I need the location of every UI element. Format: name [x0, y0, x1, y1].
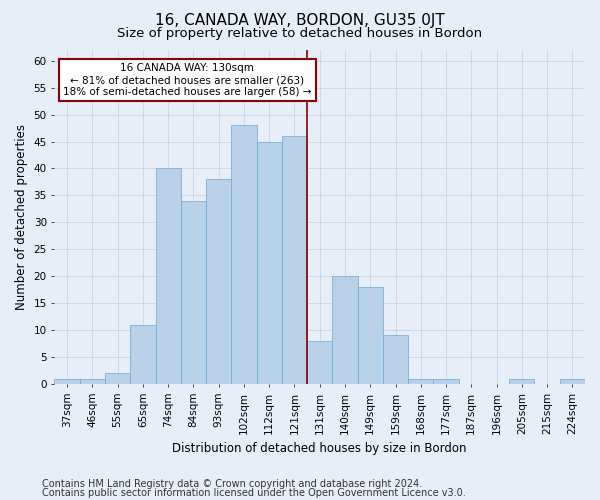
Bar — [130, 324, 155, 384]
Bar — [231, 126, 257, 384]
Bar — [55, 378, 80, 384]
Bar — [206, 180, 231, 384]
Bar — [257, 142, 282, 384]
Text: 16 CANADA WAY: 130sqm
← 81% of detached houses are smaller (263)
18% of semi-det: 16 CANADA WAY: 130sqm ← 81% of detached … — [63, 64, 311, 96]
X-axis label: Distribution of detached houses by size in Bordon: Distribution of detached houses by size … — [172, 442, 467, 455]
Text: Size of property relative to detached houses in Bordon: Size of property relative to detached ho… — [118, 28, 482, 40]
Bar — [155, 168, 181, 384]
Y-axis label: Number of detached properties: Number of detached properties — [15, 124, 28, 310]
Bar — [433, 378, 458, 384]
Bar — [560, 378, 585, 384]
Bar — [509, 378, 535, 384]
Bar — [358, 287, 383, 384]
Text: Contains HM Land Registry data © Crown copyright and database right 2024.: Contains HM Land Registry data © Crown c… — [42, 479, 422, 489]
Bar — [282, 136, 307, 384]
Bar — [307, 341, 332, 384]
Text: Contains public sector information licensed under the Open Government Licence v3: Contains public sector information licen… — [42, 488, 466, 498]
Text: 16, CANADA WAY, BORDON, GU35 0JT: 16, CANADA WAY, BORDON, GU35 0JT — [155, 12, 445, 28]
Bar — [383, 336, 408, 384]
Bar — [408, 378, 433, 384]
Bar — [332, 276, 358, 384]
Bar — [181, 201, 206, 384]
Bar — [105, 373, 130, 384]
Bar — [80, 378, 105, 384]
